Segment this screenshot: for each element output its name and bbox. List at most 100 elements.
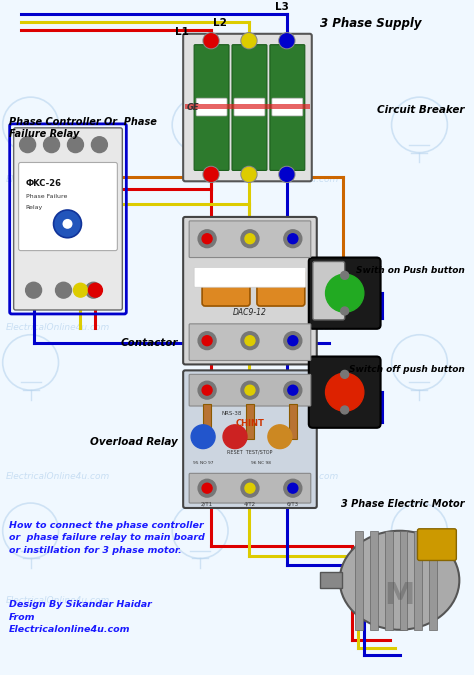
Circle shape <box>204 34 218 48</box>
Bar <box>246 404 254 439</box>
FancyBboxPatch shape <box>418 529 456 560</box>
Circle shape <box>63 219 73 229</box>
Text: How to connect the phase controller
or  phase failure relay to main board
or ins: How to connect the phase controller or p… <box>9 521 204 555</box>
Circle shape <box>341 307 349 315</box>
Text: L3: L3 <box>275 2 289 12</box>
Circle shape <box>280 167 294 182</box>
Circle shape <box>191 425 215 449</box>
Circle shape <box>241 230 259 248</box>
Text: ElectricalOnline4u.com: ElectricalOnline4u.com <box>6 175 110 184</box>
Circle shape <box>198 479 216 497</box>
FancyBboxPatch shape <box>313 261 345 320</box>
Circle shape <box>241 381 259 399</box>
Circle shape <box>73 284 87 297</box>
Text: DAC9-12: DAC9-12 <box>233 308 267 317</box>
Bar <box>289 404 297 439</box>
Circle shape <box>203 167 219 182</box>
Circle shape <box>202 234 212 244</box>
Circle shape <box>288 234 298 244</box>
Bar <box>400 531 408 630</box>
Circle shape <box>284 381 302 399</box>
FancyBboxPatch shape <box>189 324 311 360</box>
Text: M: M <box>384 580 415 610</box>
Circle shape <box>223 425 247 449</box>
Circle shape <box>284 332 302 350</box>
Text: Phase Failure: Phase Failure <box>26 194 67 199</box>
Text: NRS-38: NRS-38 <box>222 412 242 416</box>
Text: 95 NO 97: 95 NO 97 <box>193 462 214 466</box>
Circle shape <box>284 479 302 497</box>
Circle shape <box>241 332 259 350</box>
Circle shape <box>326 373 364 411</box>
FancyBboxPatch shape <box>232 45 267 170</box>
Text: Swith on Push button: Swith on Push button <box>356 267 465 275</box>
Circle shape <box>241 479 259 497</box>
Text: Circuit Breaker: Circuit Breaker <box>377 105 465 115</box>
Circle shape <box>326 274 364 312</box>
FancyBboxPatch shape <box>202 271 250 306</box>
Circle shape <box>202 483 212 493</box>
Bar <box>320 572 342 588</box>
Text: ElectricalOnline4u.com: ElectricalOnline4u.com <box>235 175 339 184</box>
Circle shape <box>204 167 218 182</box>
Circle shape <box>54 210 82 238</box>
Circle shape <box>245 234 255 244</box>
Bar <box>384 531 392 630</box>
FancyBboxPatch shape <box>194 45 229 170</box>
Circle shape <box>44 137 60 153</box>
FancyBboxPatch shape <box>18 163 118 250</box>
FancyBboxPatch shape <box>183 34 312 182</box>
Circle shape <box>85 282 101 298</box>
Text: ElectricalOnline4u.com: ElectricalOnline4u.com <box>6 323 110 332</box>
Circle shape <box>241 167 257 182</box>
FancyBboxPatch shape <box>257 271 305 306</box>
Circle shape <box>242 167 256 182</box>
Circle shape <box>268 425 292 449</box>
Text: Relay: Relay <box>26 205 43 210</box>
Bar <box>185 104 310 109</box>
Circle shape <box>198 230 216 248</box>
Text: 6/T3: 6/T3 <box>287 501 299 506</box>
Circle shape <box>241 33 257 49</box>
Circle shape <box>203 33 219 49</box>
Circle shape <box>245 385 255 395</box>
Circle shape <box>279 33 295 49</box>
Bar <box>429 531 438 630</box>
Text: ElectricalOnline4u.com: ElectricalOnline4u.com <box>6 595 110 605</box>
Circle shape <box>26 282 42 298</box>
FancyBboxPatch shape <box>183 217 317 364</box>
Text: 3 Phase Electric Motor: 3 Phase Electric Motor <box>341 499 465 509</box>
Text: Contactor: Contactor <box>121 338 178 348</box>
Circle shape <box>245 483 255 493</box>
Text: 4/T2: 4/T2 <box>244 501 256 506</box>
Circle shape <box>198 332 216 350</box>
FancyBboxPatch shape <box>196 98 227 116</box>
Text: 3 Phase Supply: 3 Phase Supply <box>320 18 421 30</box>
Text: ElectricalOnline4u.com: ElectricalOnline4u.com <box>235 472 339 481</box>
Text: ФKC-26: ФKC-26 <box>26 180 62 188</box>
Circle shape <box>279 167 295 182</box>
FancyBboxPatch shape <box>189 473 311 503</box>
Circle shape <box>245 335 255 346</box>
Text: RESET  TEST/STOP: RESET TEST/STOP <box>227 450 273 454</box>
Circle shape <box>341 271 349 279</box>
Circle shape <box>288 335 298 346</box>
FancyBboxPatch shape <box>189 375 311 406</box>
Circle shape <box>19 137 36 153</box>
Circle shape <box>288 385 298 395</box>
Ellipse shape <box>340 531 459 630</box>
Text: Design By Sikandar Haidar
From
Electricalonline4u.com: Design By Sikandar Haidar From Electrica… <box>9 600 151 634</box>
Circle shape <box>288 483 298 493</box>
Bar <box>355 531 363 630</box>
Circle shape <box>284 230 302 248</box>
Text: Switch off push button: Switch off push button <box>348 365 465 375</box>
Circle shape <box>202 385 212 395</box>
FancyBboxPatch shape <box>234 98 265 116</box>
Bar <box>370 531 378 630</box>
Text: ElectricalOnline4u.com: ElectricalOnline4u.com <box>235 323 339 332</box>
FancyBboxPatch shape <box>272 98 303 116</box>
Circle shape <box>55 282 72 298</box>
Circle shape <box>341 406 349 414</box>
Circle shape <box>341 371 349 378</box>
FancyBboxPatch shape <box>183 371 317 508</box>
